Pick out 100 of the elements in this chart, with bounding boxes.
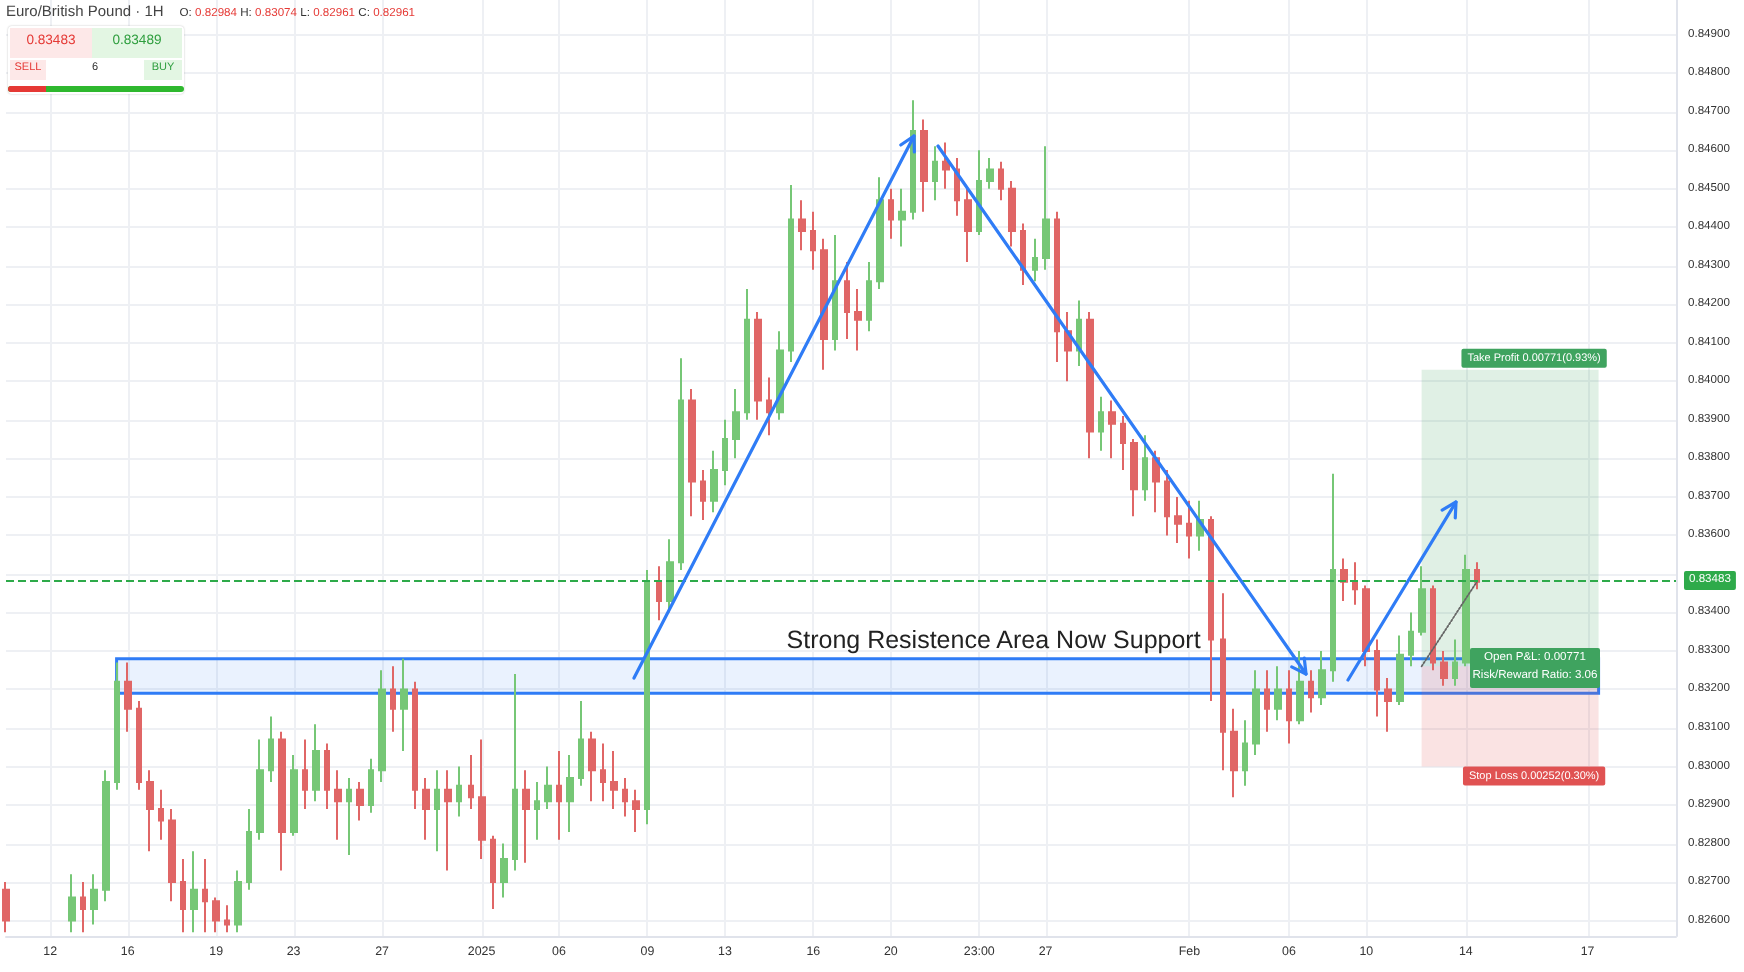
candlestick — [866, 260, 872, 333]
candlestick — [898, 187, 906, 248]
candlestick — [124, 661, 132, 733]
candlestick — [102, 769, 110, 903]
candlestick — [544, 765, 552, 810]
candlestick — [1318, 649, 1326, 706]
candlestick — [490, 834, 496, 911]
candlestick — [656, 565, 662, 622]
candlestick — [90, 873, 98, 926]
candlestick — [2, 881, 10, 934]
candlestick — [566, 753, 574, 833]
candlestick — [224, 904, 230, 934]
candlestick — [1440, 649, 1448, 687]
candlestick — [732, 388, 740, 460]
candlestick — [478, 738, 486, 860]
candlestick — [766, 376, 772, 437]
candlestick — [212, 896, 220, 934]
candlestick — [776, 330, 784, 421]
candlestick — [1042, 145, 1050, 271]
candlestick — [1362, 584, 1370, 668]
candlestick — [854, 287, 862, 352]
candlestick — [456, 765, 462, 818]
candlestick — [1352, 561, 1358, 606]
candlestick — [1330, 472, 1336, 683]
candlestick — [334, 769, 342, 841]
candlestick — [1108, 399, 1116, 460]
candlestick — [942, 141, 950, 190]
candlestick — [1142, 434, 1148, 502]
candlestick — [1274, 665, 1282, 722]
candlestick — [1230, 707, 1238, 799]
candlestick — [1220, 592, 1226, 772]
candlestick — [1086, 311, 1094, 460]
candlestick — [754, 311, 762, 421]
candlestick — [722, 418, 728, 487]
candlestick — [468, 753, 474, 810]
candlestick — [1296, 649, 1304, 726]
candlestick — [920, 118, 928, 213]
candlestick — [678, 357, 684, 572]
band-label: Strong Resistence Area Now Support — [786, 626, 1202, 655]
candlestick — [1120, 415, 1126, 471]
candlestick — [986, 156, 994, 190]
candlestick — [1020, 222, 1026, 287]
candlestick — [512, 673, 518, 872]
candlestick — [1264, 669, 1270, 733]
candlestick — [180, 857, 186, 934]
candlestick — [324, 742, 330, 810]
candlestick — [444, 769, 452, 872]
candlestick — [522, 769, 530, 864]
candlestick — [400, 657, 408, 753]
candlestick — [68, 873, 76, 934]
candlestick — [832, 233, 838, 352]
candlestick — [1130, 438, 1138, 518]
candlestick — [278, 730, 286, 872]
candlestick — [168, 807, 176, 903]
candlestick — [1340, 557, 1348, 602]
candlestick — [290, 753, 298, 837]
candlestick — [744, 287, 750, 421]
candlestick — [1174, 495, 1182, 545]
candlestick — [346, 777, 352, 857]
candlestick — [1164, 468, 1170, 537]
candlestick — [312, 723, 320, 803]
candlestick — [578, 700, 584, 787]
candlestick — [1242, 719, 1248, 787]
candlestick — [876, 176, 884, 290]
candlestick — [1452, 638, 1458, 687]
candlestick — [888, 187, 894, 240]
candlestick — [1396, 634, 1404, 706]
candlestick — [710, 449, 718, 514]
candlestick — [1384, 676, 1392, 733]
candlestick — [136, 700, 142, 791]
candlestick — [268, 715, 274, 783]
candlestick — [1152, 449, 1160, 514]
candlestick — [146, 769, 154, 853]
candlestick — [1462, 553, 1470, 668]
candlestick — [1418, 565, 1426, 637]
candlestick — [998, 160, 1004, 202]
candlestick — [588, 730, 596, 803]
candlestick — [390, 665, 396, 733]
candlestick — [302, 738, 308, 810]
candlestick — [534, 780, 540, 841]
candlestick — [820, 237, 828, 371]
candlestick — [500, 842, 508, 899]
candlestick — [810, 210, 816, 271]
candlestick — [700, 468, 706, 521]
candlestick — [1430, 584, 1436, 672]
candlestick — [556, 750, 562, 841]
candlestick — [964, 187, 972, 263]
candlestick — [1208, 515, 1214, 703]
candlestick — [256, 738, 264, 841]
candlestick — [622, 777, 628, 818]
candlestick — [1032, 237, 1038, 283]
candlestick — [600, 742, 606, 803]
candlestick — [1076, 299, 1082, 367]
candlestick — [356, 780, 364, 822]
candlestick — [1008, 180, 1016, 248]
candlestick — [202, 857, 208, 934]
candlestick — [788, 183, 794, 364]
candlestick — [932, 145, 938, 202]
candlestick — [644, 569, 650, 826]
candlestick — [1474, 561, 1480, 591]
